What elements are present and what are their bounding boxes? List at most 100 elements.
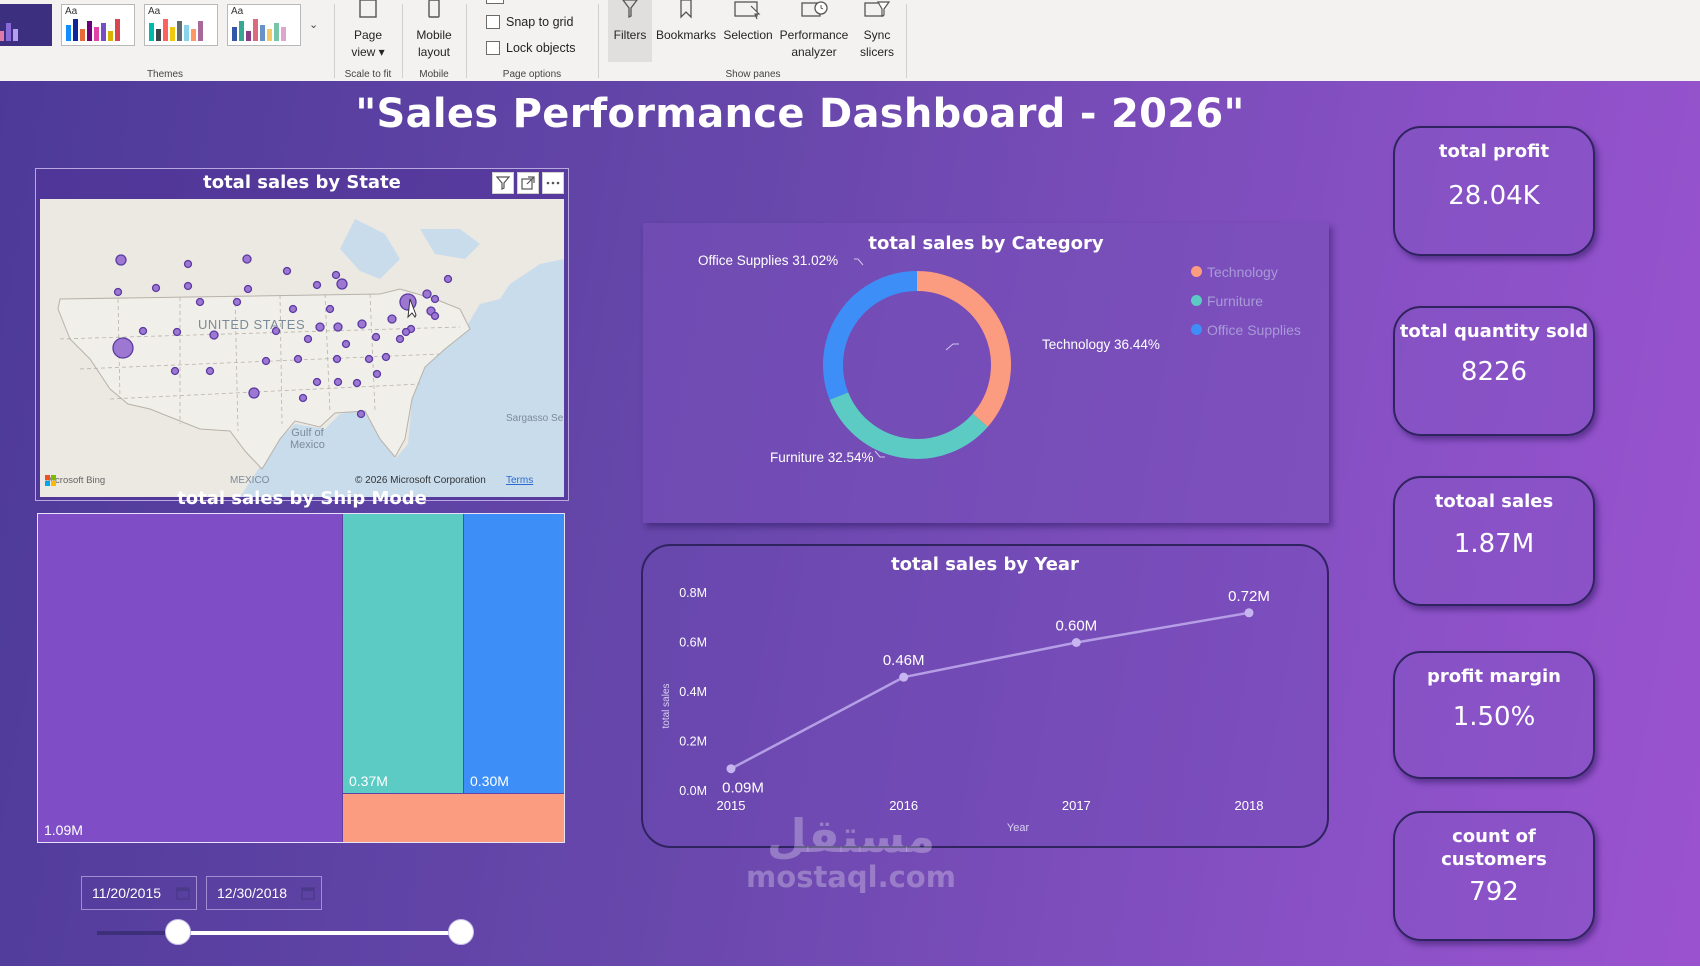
data-label: 0.46M <box>883 652 925 669</box>
x-axis-label: Year <box>1007 822 1030 834</box>
donut-visual[interactable]: total sales by Category Office Supplies … <box>643 223 1329 523</box>
map-visual[interactable]: total sales by State <box>35 168 569 501</box>
theme-thumb-2[interactable]: Aa <box>144 4 218 46</box>
y-tick-label: 0.6M <box>679 636 707 650</box>
donut-legend: Technology Furniture Office Supplies <box>1191 257 1301 344</box>
themes-group-label: Themes <box>146 69 184 80</box>
donut-slice-furniture[interactable] <box>829 392 988 459</box>
mobile-layout-button[interactable]: Mobile layout <box>404 0 464 61</box>
legend-item-furniture[interactable]: Furniture <box>1191 286 1301 315</box>
page-view-button[interactable]: Page view ▾ <box>336 0 400 61</box>
selection-button[interactable]: Selection <box>720 0 776 44</box>
theme-thumb-1[interactable]: Aa <box>61 4 135 46</box>
data-point[interactable] <box>726 764 736 774</box>
lock-objects-label: Lock objects <box>506 41 576 55</box>
visual-header-icons <box>492 172 564 194</box>
treemap-cell[interactable]: 0.37M <box>343 514 463 793</box>
donut-slice-office-supplies[interactable] <box>823 271 918 400</box>
theme-thumb-label: Aa <box>148 6 161 17</box>
checkbox-box <box>486 41 500 55</box>
technology-leader-line <box>945 343 959 351</box>
legend-item-technology[interactable]: Technology <box>1191 257 1301 286</box>
mobile-layout-label-2: layout <box>417 45 451 59</box>
kpi-card-total-quantity-sold[interactable]: total quantity sold 8226 <box>1393 306 1595 436</box>
page-options-group: Snap to grid Lock objects Page options <box>468 0 596 81</box>
legend-label: Furniture <box>1207 292 1264 309</box>
kpi-card-total-sales[interactable]: totoal sales 1.87M <box>1393 476 1595 606</box>
date-slider-end-handle[interactable] <box>448 919 474 945</box>
performance-analyzer-button[interactable]: Performance analyzer <box>776 0 852 61</box>
kpi-title: total quantity sold <box>1399 321 1589 342</box>
line-chart-visual[interactable]: total sales by Year 0.8M 0.6M 0.4M 0.2M 0.0M… <box>641 544 1329 848</box>
lock-objects-checkbox[interactable]: Lock objects <box>486 41 575 55</box>
gridlines-checkbox[interactable] <box>486 0 504 4</box>
treemap-cell[interactable]: 0.30M <box>464 514 564 793</box>
mobile-group-label: Mobile <box>419 69 449 80</box>
bookmarks-button[interactable]: Bookmarks <box>652 0 720 44</box>
treemap-cell[interactable] <box>343 794 564 842</box>
end-date-value: 12/30/2018 <box>217 885 288 901</box>
page-options-group-label: Page options <box>502 69 562 80</box>
kpi-value: 8226 <box>1460 357 1528 387</box>
page-view-label-2: view ▾ <box>351 45 385 59</box>
map-country-label: UNITED STATES <box>198 317 306 332</box>
map-area[interactable]: UNITED STATES Gulf of Mexico Sargasso Se… <box>40 199 564 497</box>
sync-slicers-button[interactable]: Sync slicers <box>852 0 902 61</box>
ribbon-separator <box>334 4 335 78</box>
data-label: 0.72M <box>1228 588 1270 605</box>
date-slider-fill <box>177 931 461 935</box>
filter-icon[interactable] <box>492 172 514 194</box>
donut-slice-technology[interactable] <box>916 271 1011 427</box>
legend-dot <box>1191 324 1202 335</box>
treemap-visual[interactable]: total sales by Ship Mode 1.09M 0.37M 0.3… <box>35 488 569 946</box>
data-point[interactable] <box>899 672 909 682</box>
theme-thumb-label: Aa <box>231 6 244 17</box>
date-slider-start-handle[interactable] <box>164 919 191 945</box>
map-terms-link[interactable]: Terms <box>506 475 534 486</box>
page-view-label-1: Page <box>353 28 383 42</box>
kpi-title: totoal sales <box>1434 491 1554 512</box>
treemap-cell[interactable]: 1.09M <box>38 514 342 842</box>
kpi-value: 28.04K <box>1448 181 1540 211</box>
start-date-input[interactable]: 11/20/2015 <box>81 876 197 910</box>
y-tick-label: 0.4M <box>679 685 707 699</box>
bookmark-icon <box>680 0 692 19</box>
y-tick-label: 0.8M <box>679 586 707 600</box>
data-point[interactable] <box>1244 608 1254 618</box>
filters-label: Filters <box>613 28 647 42</box>
kpi-card-count-of-customers[interactable]: count of customers 792 <box>1393 811 1595 941</box>
sync-slicers-label-2: slicers <box>859 45 894 59</box>
legend-item-office-supplies[interactable]: Office Supplies <box>1191 315 1301 344</box>
map-gulf-label-1: Gulf of <box>291 427 324 439</box>
kpi-card-profit-margin[interactable]: profit margin 1.50% <box>1393 651 1595 779</box>
kpi-card-total-profit[interactable]: total profit 28.04K <box>1393 126 1595 256</box>
calendar-icon <box>176 887 190 900</box>
theme-thumb-3[interactable]: Aa <box>227 4 301 46</box>
snap-to-grid-checkbox[interactable]: Snap to grid <box>486 15 573 29</box>
donut-chart <box>823 258 1011 459</box>
ribbon-separator <box>598 4 599 78</box>
performance-analyzer-icon <box>801 1 828 17</box>
show-panes-group-label: Show panes <box>725 69 781 80</box>
kpi-value: 1.50% <box>1452 702 1536 732</box>
slice-label-office-supplies: Office Supplies 31.02% <box>698 253 839 268</box>
theme-thumb-selected[interactable] <box>0 4 52 46</box>
more-options-icon[interactable] <box>542 172 564 194</box>
end-date-input[interactable]: 12/30/2018 <box>206 876 322 910</box>
data-point[interactable] <box>1071 638 1081 647</box>
focus-mode-icon[interactable] <box>517 172 539 194</box>
bing-label: Microsoft Bing <box>45 475 106 486</box>
map-header: total sales by State <box>36 169 568 197</box>
kpi-title: count of customers <box>1441 826 1547 870</box>
map-gulf-label-2: Mexico <box>290 439 325 451</box>
snap-to-grid-label: Snap to grid <box>506 15 574 29</box>
sync-slicers-label-1: Sync <box>863 28 891 42</box>
line-chart-title: total sales by Year <box>891 554 1079 575</box>
slice-label-furniture: Furniture 32.54% <box>770 450 874 465</box>
themes-dropdown-icon[interactable]: ⌄ <box>309 19 319 31</box>
watermark-latin: mostaql.com <box>746 860 956 894</box>
filters-button[interactable]: Filters <box>608 0 652 62</box>
treemap-area: 1.09M 0.37M 0.30M <box>37 513 565 843</box>
map-mexico-label: MEXICO <box>230 475 270 486</box>
y-tick-label: 0.0M <box>679 784 707 798</box>
